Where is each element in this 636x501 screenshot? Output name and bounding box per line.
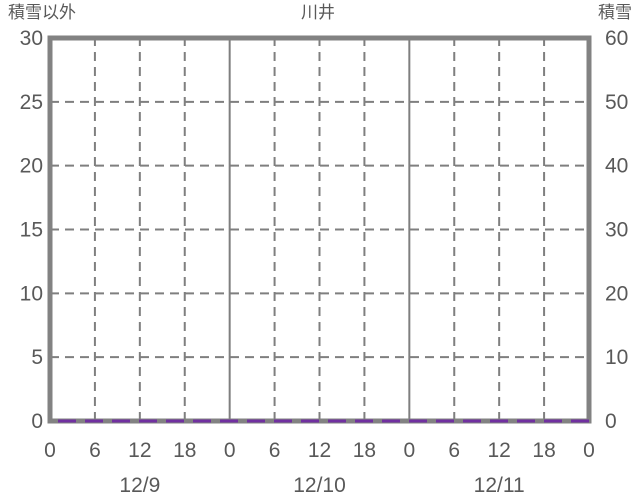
hour-tick-label: 18 [173, 439, 196, 462]
hour-tick-label: 6 [448, 439, 460, 462]
left-tick-label: 15 [20, 219, 43, 242]
right-tick-label: 50 [605, 91, 628, 114]
right-tick-label: 40 [605, 155, 628, 178]
hour-tick-label: 6 [269, 439, 281, 462]
left-tick-label: 10 [20, 282, 43, 305]
left-axis-title: 積雪以外 [8, 3, 76, 22]
date-label: 12/10 [293, 474, 346, 497]
left-tick-label: 20 [20, 155, 43, 178]
hour-tick-label: 18 [353, 439, 376, 462]
left-tick-label: 0 [31, 410, 43, 433]
hour-tick-label: 0 [224, 439, 236, 462]
chart-title: 川井 [301, 3, 335, 22]
hour-tick-label: 0 [44, 439, 56, 462]
hour-tick-label: 12 [128, 439, 151, 462]
right-tick-label: 20 [605, 282, 628, 305]
hour-tick-label: 12 [487, 439, 510, 462]
date-label: 12/9 [119, 474, 160, 497]
hour-tick-label: 6 [89, 439, 101, 462]
right-tick-label: 10 [605, 346, 628, 369]
hour-tick-label: 12 [308, 439, 331, 462]
right-tick-label: 0 [605, 410, 617, 433]
left-tick-label: 5 [31, 346, 43, 369]
right-axis-title: 積雪 [598, 3, 632, 22]
left-tick-label: 25 [20, 91, 43, 114]
hour-tick-label: 0 [583, 439, 595, 462]
date-label: 12/11 [474, 474, 525, 497]
hour-tick-label: 0 [403, 439, 415, 462]
left-tick-label: 30 [20, 27, 43, 50]
plot-frame [47, 35, 592, 424]
right-tick-label: 60 [605, 27, 628, 50]
hour-tick-label: 18 [532, 439, 555, 462]
right-tick-label: 30 [605, 219, 628, 242]
